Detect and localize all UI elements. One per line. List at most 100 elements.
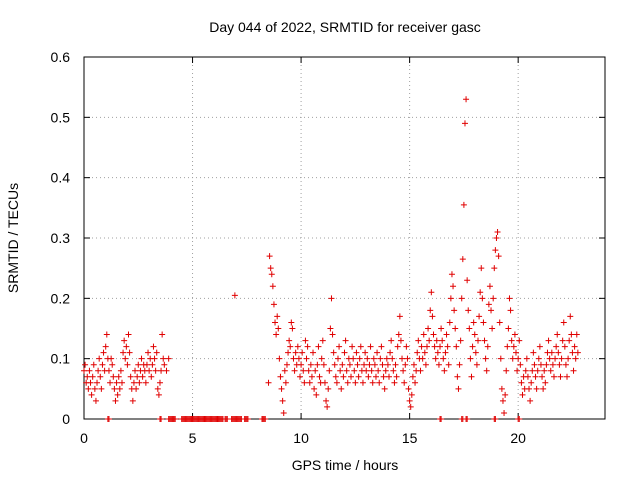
data-point [158,367,165,374]
data-point [154,385,161,392]
data-point [427,307,434,314]
data-point [496,319,503,326]
data-point [334,355,341,362]
data-point [498,385,505,392]
data-point [567,313,574,320]
data-point [301,379,308,386]
data-point [504,343,511,350]
data-point [396,313,403,320]
data-point [362,349,369,356]
data-point [418,343,425,350]
data-point [291,367,298,374]
data-point [553,343,560,350]
data-point [446,319,453,326]
data-point [494,228,501,235]
data-point [304,343,311,350]
data-point [537,361,544,368]
data-point [546,355,553,362]
data-point [447,295,454,302]
data-point [122,355,129,362]
data-point [450,283,457,290]
data-point [285,349,292,356]
data-point [479,295,486,302]
data-point [292,349,299,356]
data-point [429,313,436,320]
data-point [375,367,382,374]
data-point [502,391,509,398]
data-point [459,256,466,263]
data-point [115,373,122,380]
data-point [506,295,513,302]
data-point [557,373,564,380]
y-tick-label: 0.3 [51,230,71,246]
data-point [486,283,493,290]
grid [84,57,605,419]
data-point [572,355,579,362]
data-point [126,349,133,356]
data-point [366,361,373,368]
data-point [357,343,364,350]
data-point [510,343,517,350]
data-point [463,96,470,103]
data-point [378,343,385,350]
data-point [377,355,384,362]
data-point [458,295,465,302]
data-point [82,361,89,368]
y-tick-label: 0 [62,411,70,427]
data-point [149,361,156,368]
data-point [519,391,526,398]
data-point [111,385,118,392]
data-point [464,277,471,284]
data-point [307,361,314,368]
chart-title: Day 044 of 2022, SRMTID for receiver gas… [209,19,481,35]
data-point [350,355,357,362]
data-point [267,265,274,272]
data-point [374,349,381,356]
data-point [527,397,534,404]
data-point [468,373,475,380]
data-point [421,349,428,356]
data-point [401,379,408,386]
data-point [414,349,421,356]
data-point [437,343,444,350]
data-point [134,373,141,380]
y-axis-label: SRMTID / TECUs [5,183,21,293]
data-point [465,307,472,314]
data-point [339,361,346,368]
data-point [329,331,336,338]
data-point [316,373,323,380]
data-point [431,343,438,350]
data-point [327,325,334,332]
data-point [123,343,130,350]
data-point [135,361,142,368]
data-point [286,337,293,344]
data-point [388,337,395,344]
data-point [477,289,484,296]
y-tick-label: 0.1 [51,351,71,367]
data-point [571,343,578,350]
data-point [509,355,516,362]
data-point [391,379,398,386]
data-point [455,385,462,392]
data-point [274,313,281,320]
data-point [365,373,372,380]
data-point [470,319,477,326]
data-point [492,416,499,422]
data-point [473,361,480,368]
data-point [499,397,506,404]
data-point [352,379,359,386]
data-point [341,349,348,356]
data-point [549,361,556,368]
y-tick-label: 0.2 [51,290,71,306]
x-axis-label: GPS time / hours [292,457,399,473]
data-point [97,373,104,380]
data-point [438,325,445,332]
y-tick-label: 0.5 [51,109,71,125]
data-point [555,349,562,356]
data-point [408,391,415,398]
data-point [300,367,307,374]
data-point [419,355,426,362]
data-point [565,355,572,362]
data-point [469,343,476,350]
x-tick-label: 10 [293,430,309,446]
